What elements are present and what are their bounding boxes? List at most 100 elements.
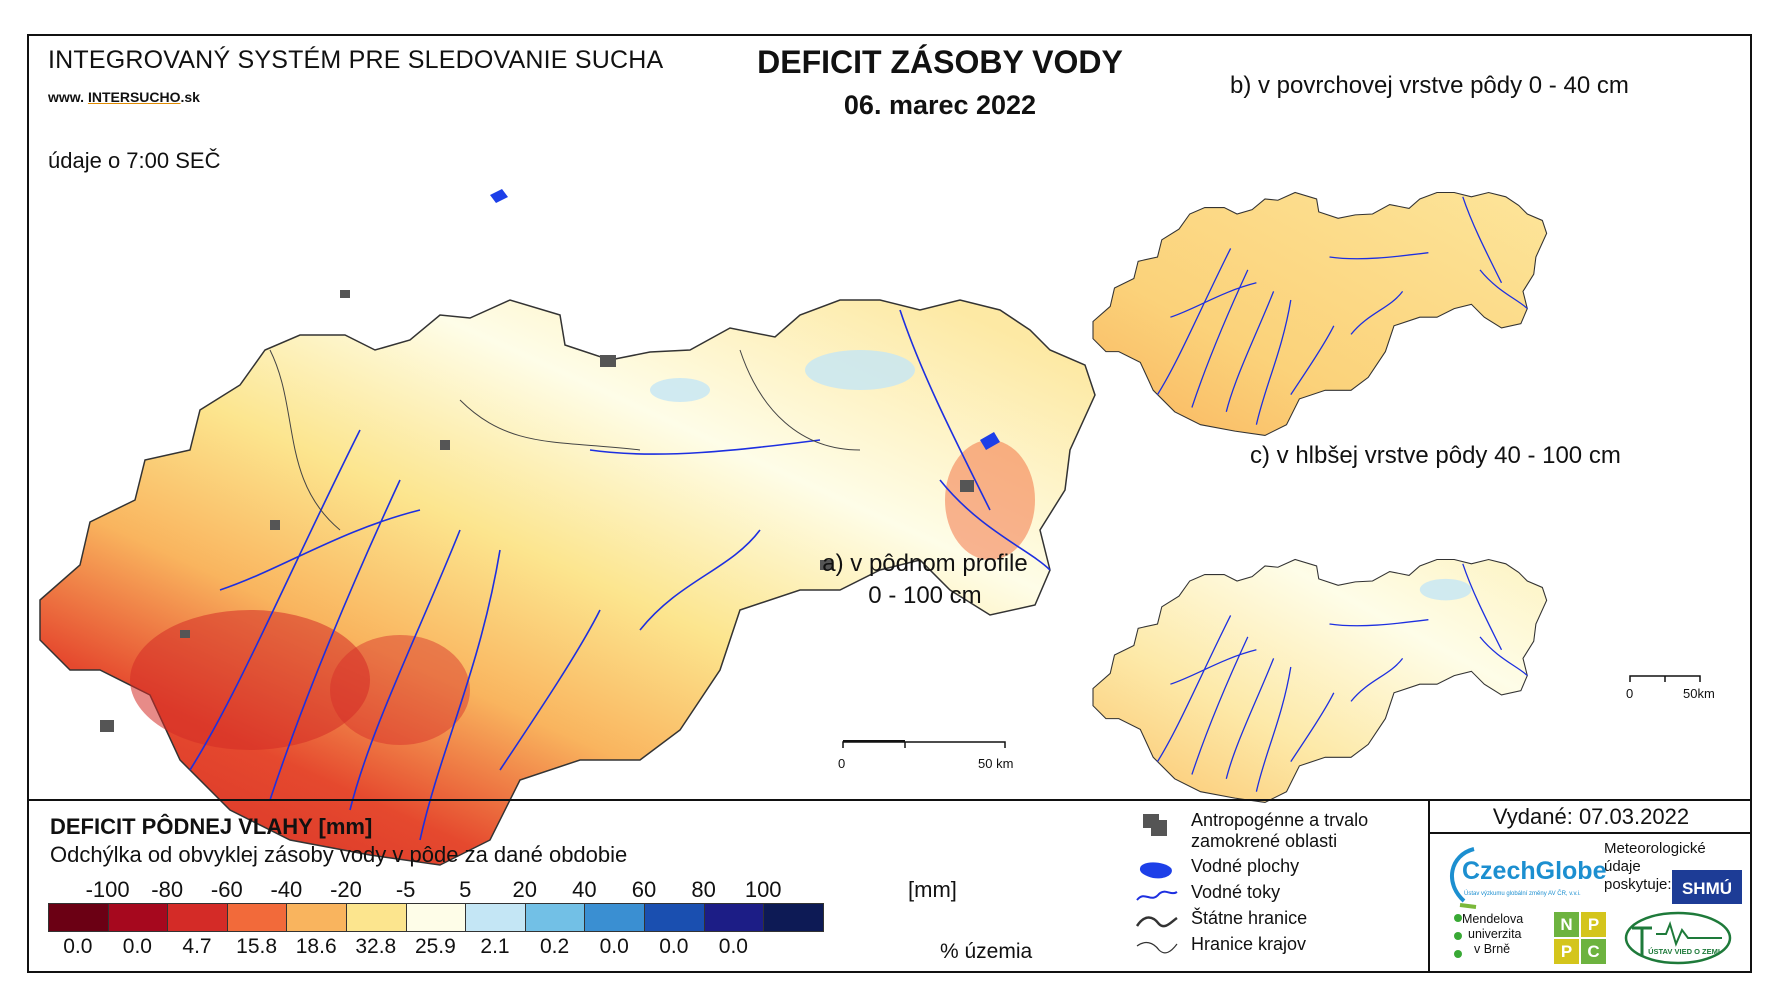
legend-tick: 40 — [572, 877, 597, 902]
legend-tick: 80 — [691, 877, 716, 902]
mendel-line1: Mendelova — [1462, 912, 1524, 926]
legend-tick: 100 — [744, 877, 782, 902]
main-map-label-line2: 0 - 100 cm — [868, 582, 982, 609]
inset-map-deep-layer[interactable] — [1092, 558, 1548, 803]
uvz-logo-icon: ÚSTAV VIED O ZEMI — [1624, 911, 1732, 965]
legend-percent: 25.9 — [414, 935, 456, 958]
inset-scale-end: 50km — [1683, 686, 1715, 701]
key-region-border-label: Hranice krajov — [1191, 934, 1307, 954]
legend-divider — [27, 799, 1752, 801]
region-border-icon — [1136, 941, 1178, 954]
czechglobe-name: CzechGlobe — [1462, 857, 1607, 885]
legend-swatch — [763, 903, 824, 932]
legend-swatch — [405, 903, 467, 932]
legend-swatch — [286, 903, 347, 932]
legend-swatch — [48, 903, 109, 932]
time-note: údaje o 7:00 SEČ — [48, 148, 221, 173]
legend-percent: 2.1 — [480, 935, 510, 958]
legend-title: DEFICIT PÔDNEJ VLAHY [mm] — [50, 814, 373, 839]
legend-percent: 0.0 — [63, 935, 93, 958]
key-river-label: Vodné toky — [1191, 882, 1281, 902]
legend-percent: 4.7 — [182, 935, 212, 958]
key-state-border: Štátne hranice — [1135, 908, 1307, 936]
main-map-label: a) v pôdnom profile 0 - 100 cm — [760, 548, 1090, 612]
map-date: 06. marec 2022 — [843, 90, 1037, 120]
key-urban-label: Antropogénne a trvalo zamokrené oblasti — [1191, 810, 1369, 851]
legend-percent: 0.0 — [122, 935, 152, 958]
legend-swatch — [346, 903, 407, 932]
key-state-border-label: Štátne hranice — [1191, 908, 1308, 928]
inset-map-surface-layer[interactable] — [1092, 191, 1548, 436]
key-river: Vodné toky — [1135, 882, 1280, 910]
urban-area-icon — [1143, 814, 1167, 836]
nppc-p1: P — [1581, 912, 1606, 937]
main-scale-bar — [842, 740, 1006, 748]
legend-percent-unit: % územia — [940, 940, 1033, 963]
legend-swatch — [644, 903, 705, 932]
nppc-logo: N P P C — [1554, 912, 1606, 964]
legend-percent: 0.0 — [718, 935, 748, 958]
met-line2: údaje — [1604, 858, 1641, 875]
mendel-line2: univerzita — [1468, 927, 1522, 941]
shmu-logo-icon: SHMÚ — [1672, 870, 1742, 904]
water-body-icon — [1139, 862, 1172, 879]
main-title: DEFICIT ZÁSOBY VODY — [757, 44, 1123, 80]
key-urban: Antropogénne a trvalo zamokrené oblasti — [1135, 810, 1391, 852]
inset-scale-start: 0 — [1626, 686, 1634, 701]
legend-percent: 18.6 — [295, 935, 337, 958]
issued-divider — [1428, 832, 1752, 834]
met-data-credit: Meteorologické údaje poskytuje: — [1604, 840, 1706, 894]
legend-unit: [mm] — [908, 877, 957, 902]
legend-tick: -20 — [330, 877, 362, 902]
legend-swatch — [465, 903, 526, 932]
legend-percent: 0.0 — [659, 935, 689, 958]
legend-tick: -100 — [85, 877, 130, 902]
met-line1: Meteorologické — [1604, 840, 1706, 857]
legend-tick: -60 — [210, 877, 243, 902]
issued-date: Vydané: 07.03.2022 — [1492, 804, 1690, 829]
legend-swatch — [584, 903, 645, 932]
legend-swatch — [107, 903, 169, 932]
key-region-border: Hranice krajov — [1135, 934, 1306, 962]
legend-percent: 32.8 — [355, 935, 397, 958]
legend-tick: -5 — [395, 877, 416, 902]
legend-percent: 0.0 — [599, 935, 629, 958]
legend-swatch — [226, 903, 288, 932]
legend-tick: -80 — [151, 877, 184, 902]
main-map-label-line1: a) v pôdnom profile — [822, 550, 1028, 577]
czechglobe-subtitle: Ústav výzkumu globální změny AV ČR, v.v.… — [1464, 891, 1581, 897]
website-suffix: .sk — [180, 89, 200, 105]
river-icon — [1136, 890, 1178, 901]
legend-tick: 60 — [631, 877, 657, 902]
uvz-label: ÚSTAV VIED O ZEMI — [1648, 947, 1720, 956]
system-title: INTEGROVANÝ SYSTÉM PRE SLEDOVANIE SUCHA — [48, 46, 664, 74]
czechglobe-arc-icon — [1450, 847, 1477, 909]
nppc-c: C — [1581, 939, 1606, 964]
mendel-dots-icon — [1454, 914, 1462, 958]
legend-percent: 15.8 — [236, 935, 278, 958]
state-border-icon — [1135, 916, 1178, 928]
czechglobe-logo: CzechGlobe Ústav výzkumu globální změny … — [1440, 841, 1606, 913]
inset-c-label: c) v hlbšej vrstve pôdy 40 - 100 cm — [1250, 442, 1621, 469]
main-drought-map[interactable] — [39, 189, 1096, 866]
inset-b-label: b) v povrchovej vrstve pôdy 0 - 40 cm — [1230, 72, 1629, 99]
legend-swatch — [524, 903, 586, 932]
legend-percent: 0.2 — [539, 935, 570, 958]
shmu-label: SHMÚ — [1682, 879, 1732, 898]
main-scale-end: 50 km — [978, 756, 1014, 771]
website-link[interactable]: www. INTERSUCHO.sk — [48, 89, 200, 105]
legend-subtitle: Odchýlka od obvyklej zásoby vody v pôde … — [50, 842, 628, 867]
legend-tick: 5 — [459, 877, 472, 902]
inset-scale-bar — [1629, 675, 1701, 682]
website-brand: INTERSUCHO — [87, 89, 181, 105]
mendel-logo-text: Mendelova univerzita v Brně — [1462, 912, 1523, 957]
legend-swatch — [703, 903, 765, 932]
key-water-label: Vodné plochy — [1191, 856, 1300, 876]
key-water: Vodné plochy — [1135, 856, 1299, 884]
legend-tick: -40 — [270, 877, 303, 902]
website-prefix: www. — [48, 89, 88, 105]
mendel-line3: v Brně — [1474, 942, 1511, 956]
nppc-p2: P — [1554, 939, 1579, 964]
nppc-n: N — [1554, 912, 1579, 937]
